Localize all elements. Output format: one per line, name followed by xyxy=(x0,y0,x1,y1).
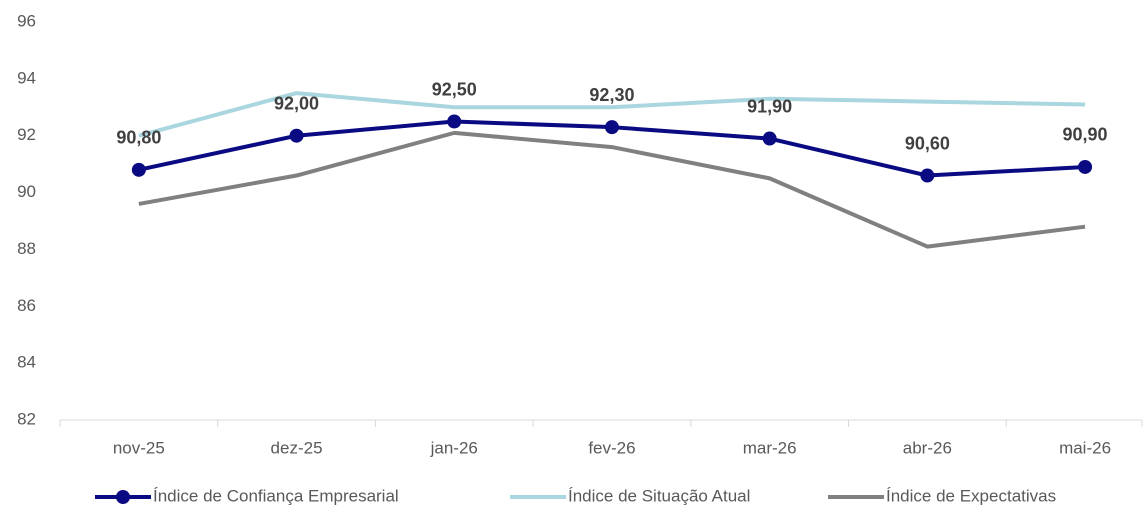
y-tick-label: 88 xyxy=(17,239,36,258)
marker xyxy=(447,114,462,129)
y-tick-label: 90 xyxy=(17,182,36,201)
x-tick-label: jan-26 xyxy=(430,438,478,457)
x-tick-label: fev-26 xyxy=(588,438,635,457)
series-line xyxy=(138,130,1086,249)
marker xyxy=(920,168,935,183)
marker xyxy=(1078,159,1093,174)
y-tick-label: 92 xyxy=(17,125,36,144)
data-label: 90,80 xyxy=(116,128,161,148)
x-tick-label: abr-26 xyxy=(903,438,952,457)
legend-label: Índice de Situação Atual xyxy=(568,486,750,505)
x-tick-label: mar-26 xyxy=(743,438,797,457)
y-tick-label: 94 xyxy=(17,68,36,87)
x-tick-label: dez-25 xyxy=(271,438,323,457)
y-tick-label: 86 xyxy=(17,296,36,315)
data-label: 90,60 xyxy=(905,133,950,153)
data-label: 92,30 xyxy=(589,85,634,105)
data-label: 90,90 xyxy=(1063,125,1108,145)
series-line xyxy=(138,91,1086,138)
y-tick-label: 84 xyxy=(17,353,36,372)
data-label: 91,90 xyxy=(747,96,792,116)
y-tick-label: 82 xyxy=(17,409,36,428)
x-tick-label: mai-26 xyxy=(1059,438,1111,457)
data-label: 92,00 xyxy=(274,93,319,113)
marker xyxy=(131,162,146,177)
y-tick-label: 96 xyxy=(17,11,36,30)
data-label: 92,50 xyxy=(432,79,477,99)
legend-marker xyxy=(116,490,130,504)
marker xyxy=(762,131,777,146)
x-tick-label: nov-25 xyxy=(113,438,165,457)
legend-label: Índice de Expectativas xyxy=(886,486,1056,505)
marker xyxy=(604,120,619,135)
marker xyxy=(289,128,304,143)
legend-label: Índice de Confiança Empresarial xyxy=(153,486,399,505)
